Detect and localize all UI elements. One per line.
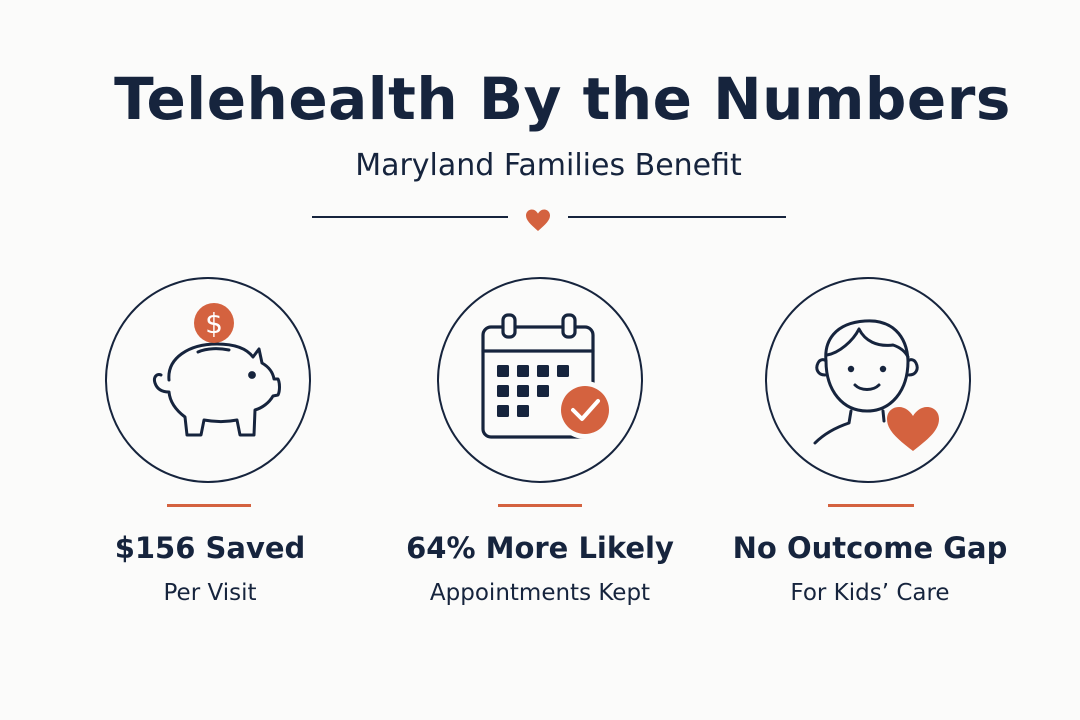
coin-dollar-sign: $ <box>205 307 223 340</box>
heart-icon <box>526 209 550 231</box>
icon-circle: $ <box>105 277 311 483</box>
icon-circle <box>765 277 971 483</box>
accent-bar <box>167 504 251 507</box>
stat-label: Per Visit <box>163 580 257 606</box>
stat-value: 64% More Likely <box>406 531 674 565</box>
stat-value: No Outcome Gap <box>732 531 1008 565</box>
stat-label: Appointments Kept <box>429 580 651 606</box>
divider-line-left <box>312 216 508 218</box>
page-subtitle: Maryland Families Benefit <box>355 148 742 183</box>
accent-bar <box>498 504 582 507</box>
divider-line-right <box>568 216 786 218</box>
accent-bar <box>828 504 914 507</box>
page-title: Telehealth By the Numbers <box>114 65 1011 133</box>
stat-value: $156 Saved <box>114 531 306 565</box>
calendar-check-icon <box>481 313 614 439</box>
child-heart-icon <box>813 319 939 451</box>
piggy-bank-dollar-icon: $ <box>153 303 281 437</box>
icon-circle <box>437 277 643 483</box>
stat-label: For Kids’ Care <box>790 580 950 606</box>
